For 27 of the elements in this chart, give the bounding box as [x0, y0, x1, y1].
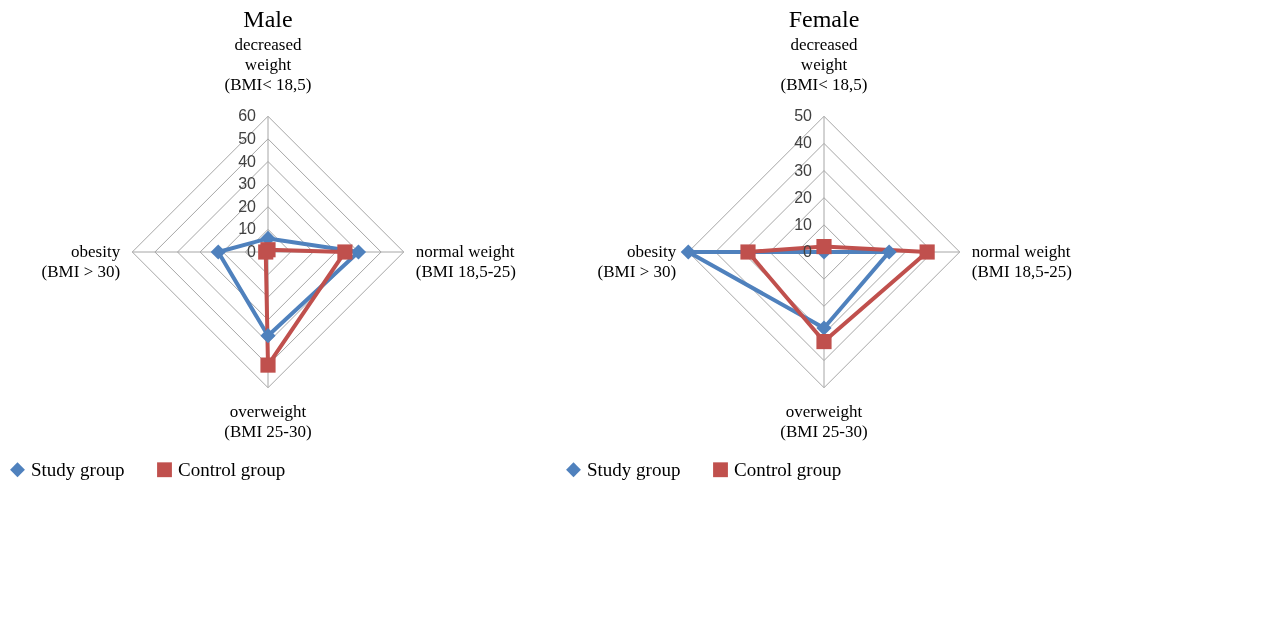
y-tick-label: 10 [794, 215, 813, 233]
y-tick-label: 30 [794, 161, 813, 179]
y-tick-label: 40 [238, 152, 257, 170]
y-tick-label: 0 [247, 243, 257, 260]
spoke-label: overweight (BMI 25-30) [780, 401, 868, 441]
y-tick-label: 10 [238, 220, 257, 238]
spoke-label: decreased weight (BMI< 18,5) [224, 35, 312, 95]
y-tick-label: 40 [794, 134, 813, 152]
y-tick-label: 50 [794, 107, 813, 125]
y-tick-label: 30 [238, 175, 257, 193]
y-tick-label: 60 [238, 107, 257, 125]
spoke-label: normal weight (BMI 18,5-25) [415, 242, 516, 281]
spoke-label: normal weight (BMI 18,5-25) [971, 242, 1072, 281]
legend-label: Study group [587, 458, 681, 480]
y-tick-label: 0 [803, 243, 813, 260]
y-tick-label: 20 [238, 197, 257, 215]
y-tick-label: 50 [238, 129, 257, 147]
chart-title: Male [243, 6, 293, 33]
spoke-label: decreased weight (BMI< 18,5) [780, 35, 868, 95]
legend-label: Study group [31, 458, 125, 480]
y-tick-label: 20 [794, 188, 813, 206]
legend-label: Control group [178, 458, 286, 480]
spoke-label: obesity (BMI > 30) [41, 242, 121, 281]
chart-title: Female [788, 6, 860, 33]
legend-label: Control group [734, 458, 842, 480]
spoke-label: obesity (BMI > 30) [597, 242, 677, 281]
spoke-label: overweight (BMI 25-30) [224, 401, 312, 441]
